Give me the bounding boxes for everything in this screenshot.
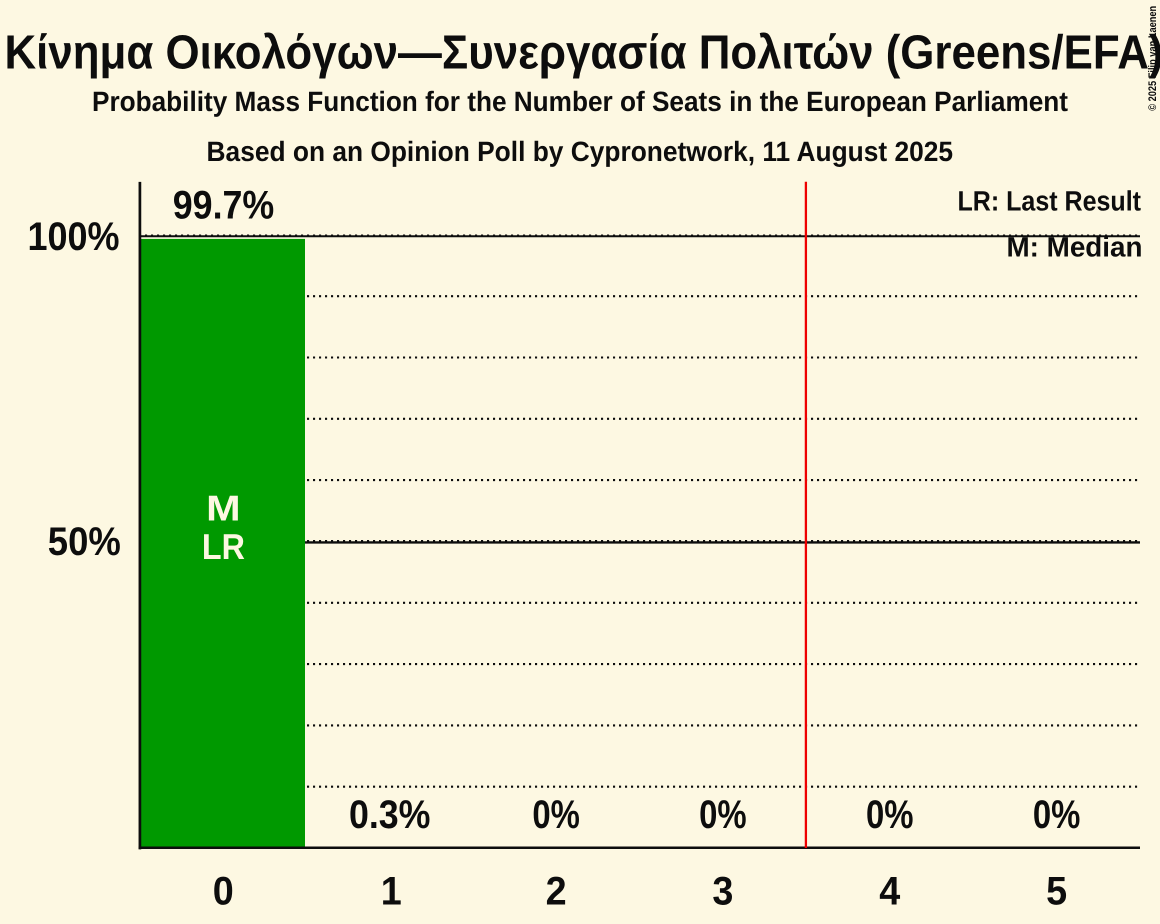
svg-text:0%: 0%	[532, 793, 580, 837]
svg-text:© 2025 Filip van Laenen: © 2025 Filip van Laenen	[1147, 6, 1159, 111]
svg-text:0.3%: 0.3%	[349, 793, 431, 837]
svg-text:3: 3	[712, 869, 733, 913]
svg-text:0: 0	[213, 869, 234, 913]
svg-text:0%: 0%	[866, 793, 914, 837]
svg-text:0%: 0%	[1033, 793, 1081, 837]
svg-text:1: 1	[381, 869, 402, 913]
svg-text:50%: 50%	[48, 520, 121, 564]
svg-text:M: M	[206, 488, 241, 529]
svg-text:LR: Last Result: LR: Last Result	[958, 186, 1142, 217]
svg-text:Based on an Opinion Poll by Cy: Based on an Opinion Poll by Cypronetwork…	[207, 136, 954, 167]
svg-text:99.7%: 99.7%	[173, 184, 275, 228]
svg-text:0%: 0%	[699, 793, 747, 837]
svg-text:5: 5	[1046, 869, 1067, 913]
svg-text:2: 2	[546, 869, 567, 913]
svg-text:LR: LR	[202, 526, 245, 567]
svg-text:Κίνημα Οικολόγων—Συνεργασία Πο: Κίνημα Οικολόγων—Συνεργασία Πολιτών (Gre…	[5, 26, 1160, 79]
svg-text:Probability Mass Function for: Probability Mass Function for the Number…	[92, 86, 1068, 117]
svg-text:M: Median: M: Median	[1007, 232, 1143, 263]
svg-text:100%: 100%	[28, 215, 120, 259]
svg-text:4: 4	[879, 869, 901, 913]
